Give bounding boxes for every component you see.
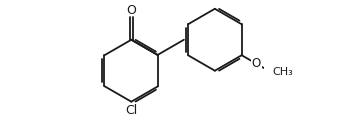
- Text: O: O: [126, 4, 136, 17]
- Text: Cl: Cl: [125, 104, 137, 117]
- Text: CH₃: CH₃: [272, 67, 293, 77]
- Text: O: O: [252, 57, 261, 70]
